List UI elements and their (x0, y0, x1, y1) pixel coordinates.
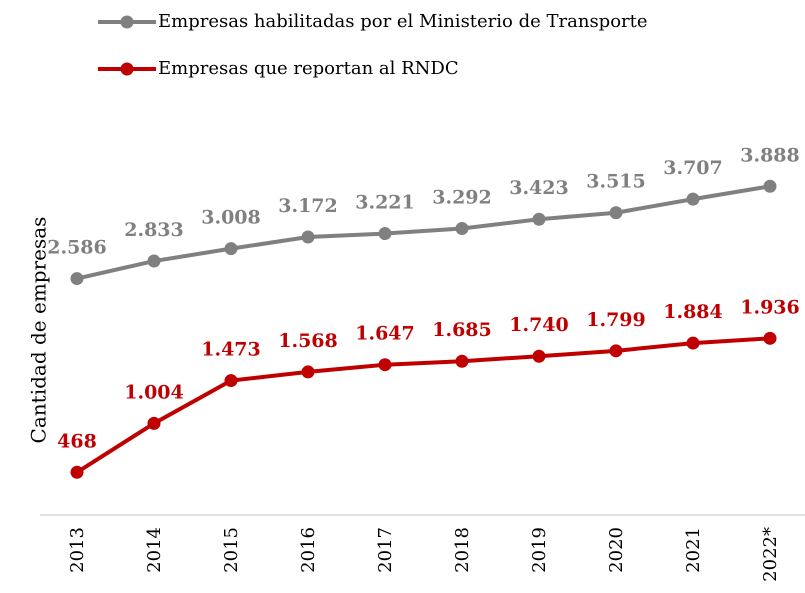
series-line (76, 184, 771, 281)
point (378, 358, 392, 372)
data-label: 3.008 (201, 207, 261, 229)
legend-label: Empresas habilitadas por el Ministerio d… (158, 11, 648, 32)
point (70, 272, 84, 286)
data-label: 3.292 (432, 187, 492, 209)
data-label: 1.473 (201, 339, 261, 361)
data-label: 1.740 (509, 314, 569, 336)
point (455, 354, 469, 368)
data-label: 2.586 (47, 237, 107, 259)
point (532, 349, 546, 363)
x-tick-label: 2015 (221, 527, 242, 573)
point (301, 365, 315, 379)
point (147, 254, 161, 268)
data-label: 1.568 (278, 330, 338, 352)
x-tick-label: 2014 (144, 527, 165, 573)
data-label: 1.004 (124, 381, 184, 403)
point (455, 222, 469, 236)
x-tick-label: 2018 (452, 527, 473, 573)
x-tick-label: 2022* (760, 527, 781, 582)
point (378, 227, 392, 241)
data-label: 3.423 (509, 177, 569, 199)
x-tick-label: 2021 (683, 527, 704, 573)
legend-marker (120, 15, 134, 29)
legend-marker (120, 62, 134, 76)
point (224, 242, 238, 256)
point (763, 331, 777, 345)
data-label: 468 (57, 430, 97, 452)
data-label: 3.888 (740, 144, 800, 166)
point (301, 230, 315, 244)
point (686, 336, 700, 350)
data-label: 1.799 (586, 309, 646, 331)
x-tick-label: 2016 (298, 527, 319, 573)
data-label: 2.833 (124, 219, 184, 241)
x-tick-label: 2019 (529, 527, 550, 573)
x-tick-label: 2013 (67, 527, 88, 573)
point (147, 416, 161, 430)
data-label: 3.221 (355, 192, 415, 214)
x-tick-label: 2017 (375, 527, 396, 573)
data-label: 1.647 (355, 323, 415, 345)
point (686, 192, 700, 206)
legend-label: Empresas que reportan al RNDC (158, 58, 459, 79)
point (609, 206, 623, 220)
point (224, 374, 238, 388)
data-label: 3.172 (278, 195, 338, 217)
data-label: 3.515 (586, 171, 646, 193)
y-axis-label: Cantidad de empresas (27, 217, 51, 444)
data-label: 3.707 (663, 157, 723, 179)
point (609, 344, 623, 358)
point (70, 465, 84, 479)
x-tick-label: 2020 (606, 527, 627, 573)
point (532, 212, 546, 226)
data-label: 1.884 (663, 301, 723, 323)
series-line (75, 336, 771, 474)
point (763, 179, 777, 193)
data-label: 1.936 (740, 296, 800, 318)
data-label: 1.685 (432, 319, 492, 341)
